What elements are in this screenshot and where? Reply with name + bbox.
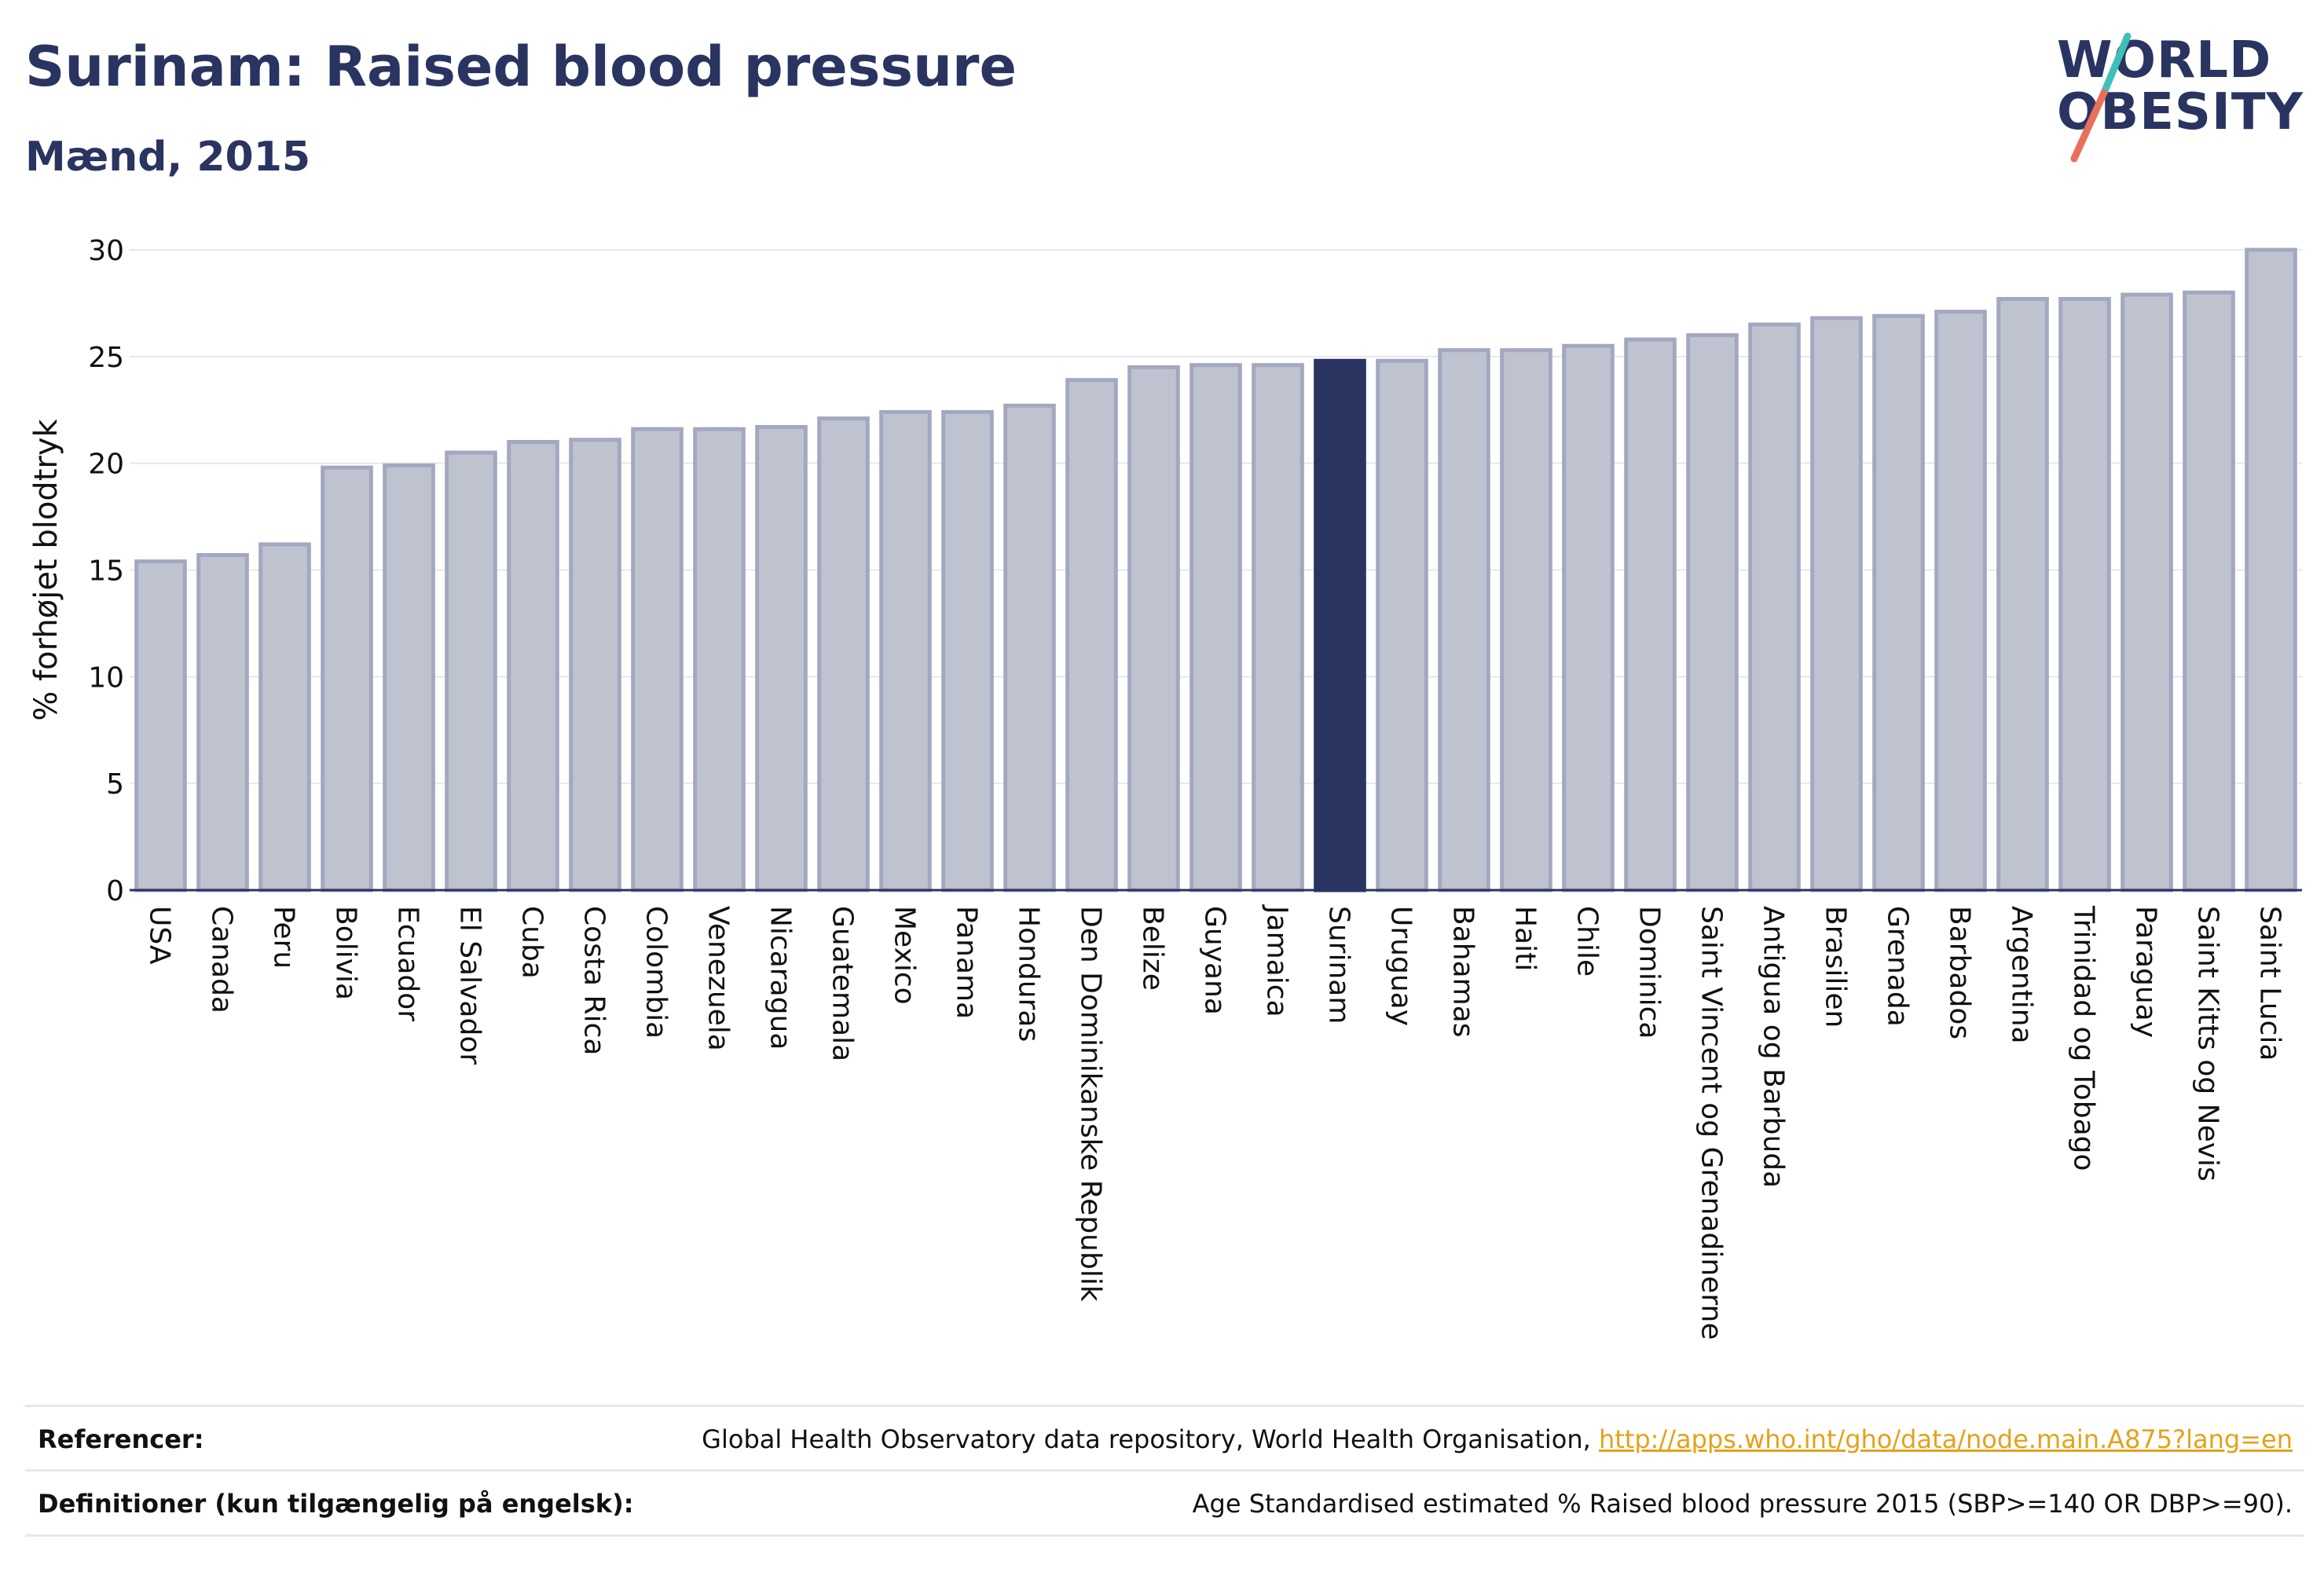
references-row: Referencer: Global Health Observatory da… <box>25 1405 2304 1470</box>
bar <box>445 450 497 892</box>
bar <box>1252 363 1304 892</box>
bar <box>817 416 870 892</box>
references-text: Global Health Observatory data repositor… <box>702 1424 1599 1454</box>
bar <box>1003 403 1056 892</box>
bar <box>383 463 435 892</box>
bar <box>569 438 621 892</box>
bar <box>1996 296 2049 892</box>
bar <box>1500 348 1552 892</box>
x-tick-label: Peru <box>268 906 300 969</box>
bar <box>879 409 932 892</box>
bar <box>507 440 559 892</box>
x-tick-label: Saint Vincent og Grenadinerne <box>1695 906 1728 1340</box>
references-label: Referencer: <box>38 1424 204 1454</box>
x-tick-label: Antigua og Barbuda <box>1758 906 1790 1188</box>
logo-text-line1: WORLD <box>2057 31 2272 90</box>
bar <box>2058 296 2111 892</box>
page-title: Surinam: Raised blood pressure <box>25 35 1017 99</box>
bar <box>1934 310 1987 892</box>
bar <box>755 424 808 892</box>
x-tick-label: Mexico <box>889 906 921 1005</box>
x-tick-label: Venezuela <box>702 906 735 1051</box>
bar <box>1562 343 1615 892</box>
bar <box>2183 290 2235 892</box>
world-obesity-logo: WORLD OBESITY <box>2043 31 2310 165</box>
x-tick-label: Colombia <box>640 906 673 1039</box>
references-link[interactable]: http://apps.who.int/gho/data/node.main.A… <box>1598 1424 2293 1454</box>
y-axis-label: % forhøjet blodtryk <box>28 419 64 721</box>
x-tick-label: Jamaica <box>1261 904 1293 1017</box>
definitions-label: Definitioner (kun tilgængelig på engelsk… <box>38 1489 634 1519</box>
bar <box>1376 358 1428 892</box>
x-tick-label: Cuba <box>516 906 548 979</box>
x-tick-label: Saint Lucia <box>2254 906 2286 1061</box>
bar <box>258 542 311 892</box>
y-tick-label: 20 <box>88 449 124 481</box>
bar <box>134 559 187 892</box>
bar <box>2121 292 2173 892</box>
x-tick-label: Ecuador <box>392 906 424 1021</box>
y-tick-label: 0 <box>106 875 124 907</box>
x-tick-label: Uruguay <box>1385 906 1417 1026</box>
x-tick-label: Argentina <box>2006 906 2038 1044</box>
x-tick-label: Barbados <box>1944 906 1976 1039</box>
x-tick-label: Honduras <box>1013 906 1045 1042</box>
x-tick-label: Chile <box>1571 906 1604 977</box>
x-tick-label: El Salvador <box>454 906 486 1065</box>
bar <box>631 427 684 892</box>
definitions-row: Definitioner (kun tilgængelig på engelsk… <box>25 1469 2304 1537</box>
bar <box>941 409 994 892</box>
bar <box>1624 337 1677 892</box>
x-tick-label: Saint Kitts og Nevis <box>2192 906 2224 1182</box>
x-tick-label: Brasilien <box>1820 906 1852 1028</box>
x-tick-label: Canada <box>206 906 238 1013</box>
bar-chart: 0 5 10 15 20 25 30 % forhøjet blodtryk USA Canada… <box>28 235 2302 1340</box>
bar <box>321 465 373 892</box>
x-tick-label: Den Dominikanske Republik <box>1075 906 1107 1302</box>
definitions-value: Age Standardised estimated % Raised bloo… <box>1192 1489 2293 1519</box>
page-subtitle: Mænd, 2015 <box>25 134 311 181</box>
y-tick-label: 30 <box>88 235 124 267</box>
y-tick-label: 5 <box>106 768 124 801</box>
x-tick-label: Belize <box>1137 906 1169 991</box>
bar <box>1810 316 1863 892</box>
x-tick-label: Grenada <box>1882 906 1914 1027</box>
bar <box>1872 313 1925 892</box>
x-tick-label: Dominica <box>1633 906 1666 1039</box>
x-tick-label: Costa Rica <box>578 906 610 1055</box>
x-tick-label: Panama <box>951 906 983 1019</box>
bar <box>1748 322 1801 892</box>
references-value: Global Health Observatory data repositor… <box>702 1424 2293 1454</box>
x-tick-label: Bolivia <box>330 906 362 1000</box>
x-tick-label: Guyana <box>1199 906 1231 1015</box>
x-tick-label: Nicaragua <box>764 906 797 1050</box>
bar <box>1127 365 1180 892</box>
x-tick-label: Bahamas <box>1447 906 1479 1038</box>
bar <box>2245 247 2297 892</box>
y-tick-label: 15 <box>88 555 124 588</box>
x-tick-label: Guatemala <box>827 906 859 1061</box>
bar <box>1314 358 1366 892</box>
y-tick-label: 10 <box>88 662 124 694</box>
x-tick-label: Trinidad og Tobago <box>2068 905 2100 1171</box>
x-tick-label: USA <box>144 906 176 965</box>
logo-slash-icon <box>2070 32 2132 163</box>
bar <box>1686 333 1739 892</box>
bar <box>693 427 746 892</box>
x-tick-label: Haiti <box>1509 906 1541 971</box>
bar <box>1065 378 1118 892</box>
y-tick-label: 25 <box>88 342 124 374</box>
bar <box>1438 348 1490 892</box>
x-tick-label: Surinam <box>1323 906 1355 1024</box>
x-tick-label: Paraguay <box>2130 906 2162 1038</box>
bar <box>1189 363 1242 892</box>
bar <box>196 552 249 892</box>
